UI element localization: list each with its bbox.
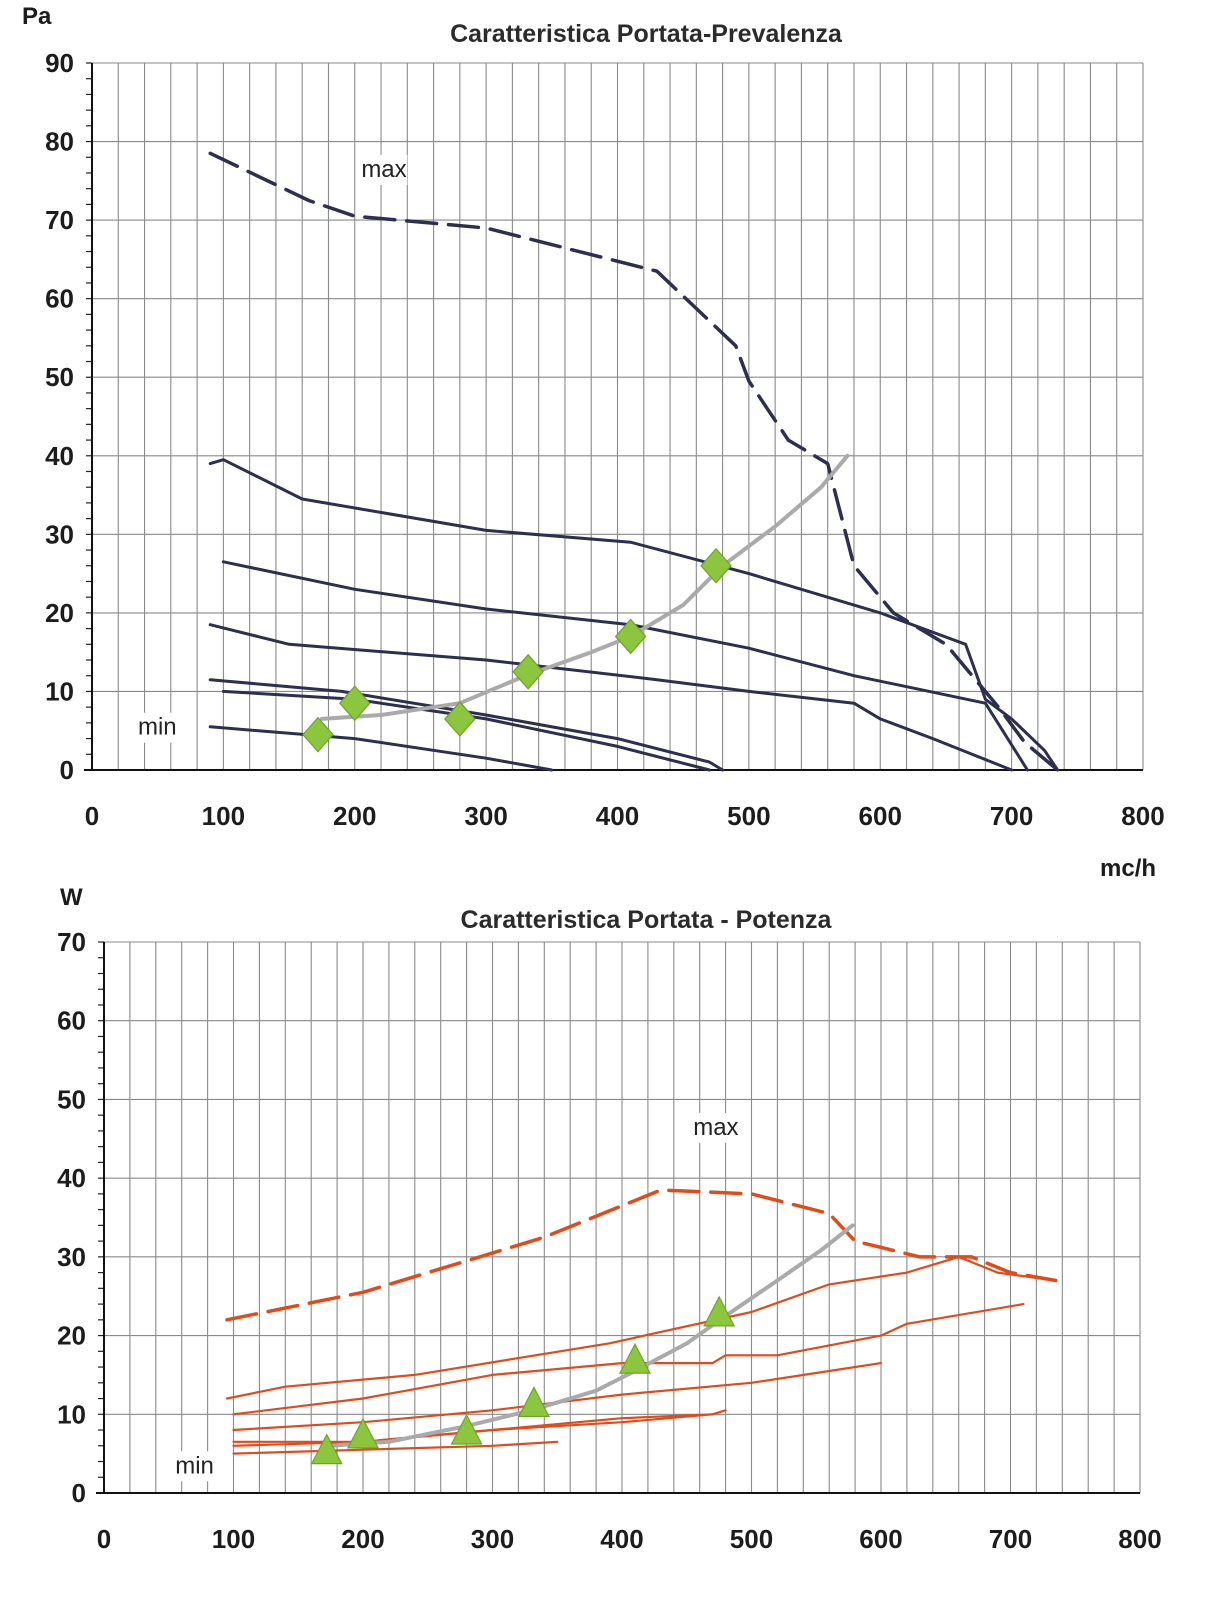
chart-ticks: 0 100 200 300 400 500 600 700 800 0 10 20 30 40 50 60 70… (45, 48, 1165, 831)
chart-markers (310, 1295, 736, 1465)
annotation-label: min (175, 1452, 214, 1479)
speed-curve (208, 458, 1060, 772)
x-tick-label: 700 (989, 1524, 1032, 1554)
y-tick-label: 50 (45, 362, 74, 392)
x-tick-label: 100 (212, 1524, 255, 1554)
chart-grid (96, 941, 1141, 1494)
speed-curve (221, 689, 711, 772)
operating-point-marker (517, 1386, 550, 1418)
y-tick-label: 20 (57, 1321, 86, 1351)
speed-curve (208, 678, 725, 772)
chart-ticks: 0 100 200 300 400 500 600 700 800 0 10 20 30 40 50 60 70 (57, 927, 1162, 1554)
operating-point-marker (512, 653, 544, 690)
operating-point-marker (450, 1413, 483, 1445)
y-tick-label: 10 (45, 676, 74, 706)
y-axis-label: Pa (22, 3, 52, 30)
x-tick-label: 700 (990, 801, 1033, 831)
system-curve (319, 453, 850, 721)
x-tick-label: 300 (471, 1524, 514, 1554)
y-tick-label: 40 (57, 1163, 86, 1193)
y-tick-label: 40 (45, 441, 74, 471)
speed-curve (232, 1302, 1025, 1416)
operating-point-marker (614, 618, 647, 655)
speed-curve (232, 1361, 883, 1432)
x-tick-label: 200 (333, 801, 376, 831)
x-tick-label: 800 (1121, 801, 1164, 831)
y-tick-label: 10 (57, 1399, 86, 1429)
chart-title: Caratteristica Portata - Potenza (461, 906, 833, 934)
chart-series (208, 151, 1060, 772)
chart-annotations: max min (171, 1112, 740, 1482)
x-tick-label: 500 (730, 1524, 773, 1554)
x-tick-label: 300 (464, 801, 507, 831)
chart-annotations: max min (133, 154, 408, 743)
power-flow-chart: Caratteristica Portata - Potenza W 0 100 2… (57, 884, 1162, 1554)
operating-point-marker (310, 1433, 343, 1465)
y-tick-label: 80 (45, 127, 74, 157)
y-axis-label: W (60, 884, 83, 911)
speed-curve (225, 1255, 1057, 1400)
y-tick-label: 50 (57, 1084, 86, 1114)
y-tick-label: 30 (45, 519, 74, 549)
y-tick-label: 20 (45, 598, 74, 628)
speed-curve (221, 560, 1029, 772)
annotation-label: max (693, 1114, 738, 1141)
x-tick-label: 600 (859, 801, 902, 831)
y-tick-label: 90 (45, 48, 74, 78)
max-speed-curve (225, 1188, 1058, 1322)
annotation-label: max (361, 156, 406, 183)
operating-point-marker (444, 701, 476, 737)
y-tick-label: 30 (57, 1242, 86, 1272)
x-tick-label: 800 (1118, 1524, 1161, 1554)
y-tick-label: 60 (45, 284, 74, 314)
x-tick-label: 0 (97, 1524, 111, 1554)
chart-series (225, 1188, 1058, 1455)
y-tick-label: 0 (60, 755, 74, 785)
x-tick-label: 400 (596, 801, 639, 831)
y-tick-label: 60 (57, 1006, 86, 1036)
operating-point-marker (338, 685, 371, 722)
operating-point-marker (700, 547, 732, 584)
x-tick-label: 600 (859, 1524, 902, 1554)
annotation-background (133, 712, 184, 743)
x-tick-label: 400 (600, 1524, 643, 1554)
x-axis-label: mc/h (1100, 855, 1156, 882)
annotation-background (357, 154, 408, 185)
y-tick-label: 0 (72, 1478, 86, 1508)
operating-point-marker (302, 716, 334, 753)
operating-point-marker (703, 1295, 736, 1327)
x-tick-label: 0 (85, 801, 99, 831)
x-tick-label: 100 (202, 801, 245, 831)
pressure-flow-chart: Caratteristica Portata-Prevalenza Pa mc/… (22, 3, 1165, 882)
annotation-background (171, 1451, 222, 1482)
x-tick-label: 200 (341, 1524, 384, 1554)
operating-point-marker (347, 1417, 379, 1449)
y-tick-label: 70 (57, 927, 86, 957)
x-tick-label: 500 (727, 801, 770, 831)
annotation-background (689, 1112, 740, 1143)
chart-title: Caratteristica Portata-Prevalenza (450, 20, 843, 48)
operating-point-marker (618, 1342, 651, 1374)
speed-curve (232, 1440, 559, 1455)
y-tick-label: 70 (45, 205, 74, 235)
chart-markers (302, 547, 732, 753)
speed-curve (232, 1413, 714, 1447)
annotation-label: min (138, 714, 177, 741)
speed-curve (208, 623, 1014, 772)
speed-curve (208, 725, 554, 772)
chart-grid (84, 62, 1144, 771)
